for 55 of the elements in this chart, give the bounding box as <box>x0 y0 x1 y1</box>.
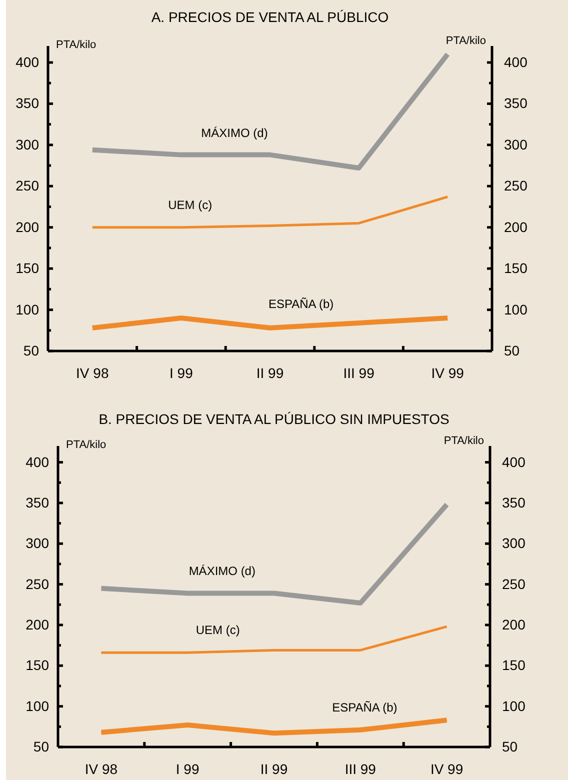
x-tick-label: III 99 <box>344 761 376 777</box>
x-tick-label: II 99 <box>256 365 284 381</box>
line-series <box>91 196 449 229</box>
series-label: MÁXIMO (d) <box>188 564 256 578</box>
y-tick-label: 150 <box>16 260 40 276</box>
y2-tick-label: 100 <box>504 301 528 318</box>
chart-title: A. PRECIOS DE VENTA AL PÚBLICO <box>151 9 389 25</box>
y-tick-label: 50 <box>33 738 50 754</box>
y-tick-label: 200 <box>26 616 50 632</box>
y2-tick-label: 300 <box>502 535 526 552</box>
series-label: UEM (c) <box>196 622 240 637</box>
y2-tick-label: 350 <box>502 494 526 510</box>
x-tick-label: IV 98 <box>84 761 118 777</box>
y-tick-label: 150 <box>26 657 50 674</box>
series-label: MÁXIMO (d) <box>201 126 268 140</box>
x-tick-label: III 99 <box>343 365 375 381</box>
series-label: UEM (c) <box>168 198 212 212</box>
x-tick-label: IV 99 <box>431 365 464 381</box>
y2-tick-label: 250 <box>502 576 526 592</box>
x-tick-label: IV 99 <box>430 761 464 777</box>
y2-tick-label: 400 <box>504 54 528 70</box>
y2-tick-label: 400 <box>502 454 526 470</box>
x-tick-label: I 99 <box>176 761 200 777</box>
y2-tick-label: 200 <box>502 616 526 632</box>
y2-tick-label: 100 <box>502 698 526 714</box>
y2-axis-title: PTA/kilo <box>444 435 484 447</box>
y2-tick-label: 50 <box>502 738 518 754</box>
y-axis-title: PTA/kilo <box>66 439 106 451</box>
y2-tick-label: 200 <box>504 218 528 235</box>
y-tick-label: 350 <box>16 95 40 112</box>
x-tick-label: IV 98 <box>76 365 109 381</box>
y2-tick-label: 150 <box>502 657 526 674</box>
y-tick-label: 200 <box>16 218 40 235</box>
y2-tick-label: 250 <box>504 178 528 194</box>
y-tick-label: 400 <box>26 454 50 470</box>
y2-tick-label: 300 <box>504 136 528 152</box>
chart-title: B. PRECIOS DE VENTA AL PÚBLICO SIN IMPUESTOS <box>98 411 450 427</box>
series-label: ESPAÑA (b) <box>268 297 334 312</box>
series-label: ESPAÑA (b) <box>332 700 398 714</box>
y-tick-label: 250 <box>26 576 50 592</box>
y-tick-label: 100 <box>26 698 50 714</box>
y-tick-label: 300 <box>26 535 50 552</box>
y-tick-label: 300 <box>16 136 40 152</box>
y-tick-label: 100 <box>16 301 40 318</box>
y2-tick-label: 350 <box>504 95 528 112</box>
y-tick-label: 350 <box>26 494 50 510</box>
y2-tick-label: 50 <box>504 342 520 358</box>
x-tick-label: II 99 <box>260 761 288 777</box>
y-tick-label: 400 <box>16 54 40 70</box>
y2-axis-title: PTA/kilo <box>446 35 486 47</box>
y-axis-title: PTA/kilo <box>56 39 96 51</box>
x-tick-label: I 99 <box>170 365 194 381</box>
y2-tick-label: 150 <box>504 260 528 276</box>
y-tick-label: 50 <box>23 342 40 358</box>
y-tick-label: 250 <box>16 178 40 194</box>
